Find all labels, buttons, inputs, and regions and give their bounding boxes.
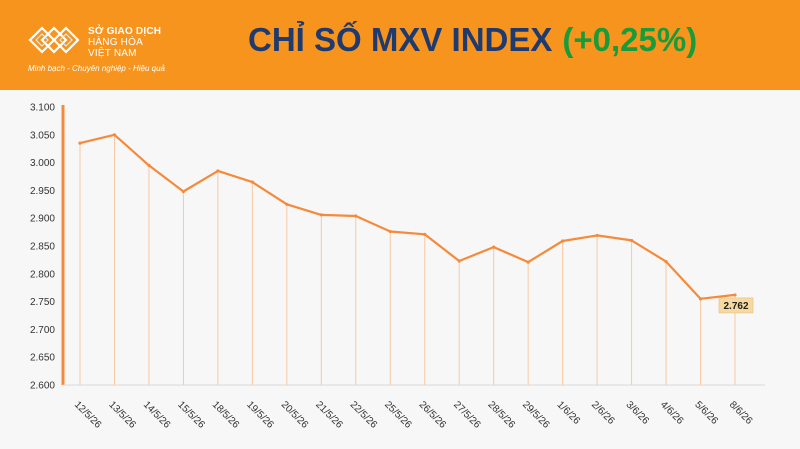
x-tick-label: 21/5/26 [313, 399, 345, 431]
data-point [216, 169, 220, 173]
x-tick-label: 26/5/26 [417, 399, 449, 431]
x-tick-label: 13/5/26 [106, 399, 138, 431]
data-point [698, 297, 703, 301]
last-value-label-group: 2.762 [718, 297, 754, 314]
x-tick-label: 18/5/26 [210, 399, 242, 431]
data-point [319, 213, 323, 217]
data-point [354, 214, 358, 218]
data-point [526, 260, 530, 264]
y-tick-label: 2.850 [30, 242, 55, 253]
data-point [250, 180, 254, 184]
data-point [457, 259, 461, 263]
x-tick-label: 29/5/26 [520, 399, 552, 431]
y-axis: 2.600 2.650 2.700 2.750 2.800 2.850 2.900 2.950… [30, 103, 765, 392]
y-tick-label: 2.800 [30, 269, 55, 280]
mxv-logo-icon [28, 26, 80, 54]
x-tick-label: 8/6/26 [727, 399, 755, 427]
x-tick-label: 2/6/26 [589, 399, 617, 427]
x-axis-labels: 12/5/26 13/5/26 14/5/26 15/5/26 18/5/26 19/5/… [72, 399, 755, 431]
x-tick-label: 15/5/26 [175, 399, 207, 431]
x-tick-label: 25/5/26 [382, 399, 414, 431]
brand-logo: SỞ GIAO DỊCH HÀNG HÓA VIỆT NAM Minh bạch… [18, 14, 188, 78]
line-chart: 2.600 2.650 2.700 2.750 2.800 2.850 2.900 2.950… [30, 103, 765, 431]
y-tick-label: 2.750 [30, 297, 55, 308]
last-value-label: 2.762 [723, 301, 748, 312]
x-tick-label: 12/5/26 [72, 399, 104, 431]
x-tick-label: 3/6/26 [623, 399, 651, 427]
data-point [733, 293, 737, 297]
data-point [112, 133, 117, 137]
x-tick-label: 20/5/26 [279, 399, 311, 431]
y-tick-label: 3.000 [30, 158, 55, 169]
y-tick-label: 2.900 [30, 214, 55, 225]
x-tick-label: 5/6/26 [692, 399, 720, 427]
last-value-label-bg [718, 297, 754, 314]
data-point [561, 239, 565, 243]
brand-name-line2: HÀNG HÓA [88, 37, 143, 48]
page-title: CHỈ SỐ MXV INDEX (+0,25%) [248, 20, 697, 60]
x-tick-label: 27/5/26 [451, 399, 483, 431]
data-point [492, 245, 496, 249]
y-tick-label: 2.600 [30, 381, 55, 392]
data-point [285, 202, 289, 206]
chart-panel: 2.600 2.650 2.700 2.750 2.800 2.850 2.900 2.950… [0, 90, 800, 449]
x-tick-label: 28/5/26 [486, 399, 518, 431]
x-tick-label: 22/5/26 [348, 399, 380, 431]
title-change: (+0,25%) [562, 21, 698, 58]
title-text: CHỈ SỐ MXV INDEX [248, 21, 553, 58]
brand-name-line1: SỞ GIAO DỊCH [88, 26, 162, 37]
y-tick-label: 2.700 [30, 325, 55, 336]
x-tick-label: 19/5/26 [244, 399, 276, 431]
brand-slogan: Minh bạch - Chuyên nghiệp - Hiệu quả [28, 64, 165, 73]
data-point [595, 233, 599, 238]
x-tick-label: 14/5/26 [141, 399, 173, 431]
y-tick-label: 3.050 [30, 130, 55, 141]
series-polyline [79, 133, 736, 300]
series-line [78, 133, 737, 301]
x-tick-label: 4/6/26 [658, 399, 686, 427]
y-tick-label: 2.950 [30, 186, 55, 197]
data-point [629, 238, 634, 243]
data-point [664, 259, 668, 264]
drop-lines [79, 134, 736, 385]
data-point [388, 229, 392, 234]
x-tick-label: 1/6/26 [555, 399, 583, 427]
data-point [147, 163, 151, 167]
brand-name-line3: VIỆT NAM [88, 48, 137, 59]
y-tick-label: 2.650 [30, 353, 55, 364]
data-point [78, 141, 82, 145]
data-point [181, 189, 186, 194]
y-tick-label: 3.100 [30, 103, 55, 114]
header-bar: SỞ GIAO DỊCH HÀNG HÓA VIỆT NAM Minh bạch… [0, 0, 800, 90]
data-point [423, 232, 427, 236]
